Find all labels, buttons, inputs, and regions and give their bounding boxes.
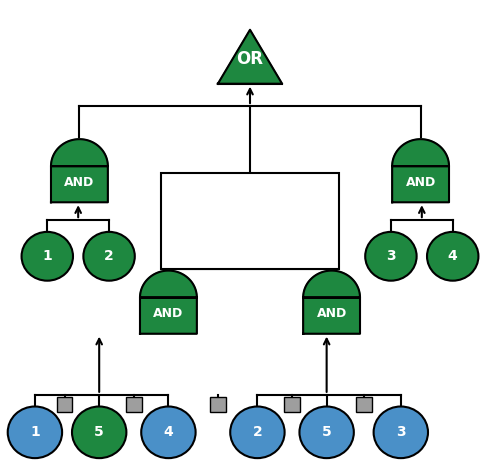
Bar [126, 397, 142, 412]
Text: 4: 4 [164, 425, 173, 439]
Bar [210, 397, 226, 412]
Text: AND: AND [316, 307, 346, 320]
Polygon shape [51, 139, 108, 202]
Text: OR: OR [236, 50, 264, 68]
Text: 5: 5 [322, 425, 332, 439]
Text: 1: 1 [30, 425, 40, 439]
Text: 3: 3 [396, 425, 406, 439]
Bar [56, 397, 72, 412]
Circle shape [230, 407, 284, 458]
Bar [356, 397, 372, 412]
Text: 2: 2 [104, 249, 114, 263]
Circle shape [365, 232, 416, 281]
Bar [161, 173, 339, 269]
Polygon shape [218, 30, 282, 84]
Text: AND: AND [406, 176, 436, 189]
Circle shape [141, 407, 196, 458]
Circle shape [22, 232, 73, 281]
Text: AND: AND [64, 176, 94, 189]
Text: 3: 3 [386, 249, 396, 263]
Text: 1: 1 [42, 249, 52, 263]
Polygon shape [392, 139, 449, 202]
Text: 4: 4 [448, 249, 458, 263]
Text: 5: 5 [94, 425, 104, 439]
Text: AND: AND [154, 307, 184, 320]
Circle shape [84, 232, 135, 281]
Polygon shape [140, 271, 197, 334]
Circle shape [427, 232, 478, 281]
Text: 2: 2 [252, 425, 262, 439]
Circle shape [72, 407, 126, 458]
Polygon shape [303, 271, 360, 334]
Circle shape [8, 407, 62, 458]
Bar [284, 397, 300, 412]
Circle shape [374, 407, 428, 458]
Circle shape [300, 407, 354, 458]
